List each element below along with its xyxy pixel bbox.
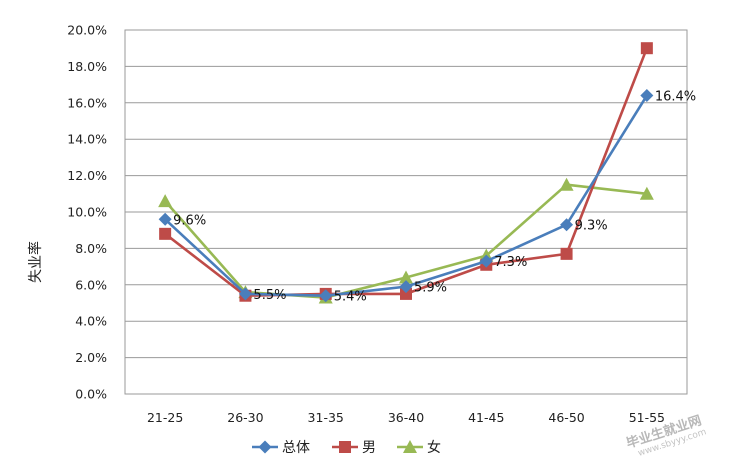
data-point bbox=[399, 270, 413, 284]
data-point bbox=[158, 194, 173, 208]
y-axis-ticks: 0.0% 2.0% 4.0% 6.0% 8.0% 10.0% 12.0% 14.0% 16.0%… bbox=[67, 23, 107, 402]
data-label: 9.3% bbox=[575, 219, 608, 234]
x-tick-label: 46-50 bbox=[548, 410, 584, 425]
legend-marker bbox=[258, 440, 272, 454]
legend: 总体 男 女 bbox=[252, 439, 441, 456]
x-axis-ticks: 21-25 26-30 31-35 36-40 41-45 46-50 51-55 bbox=[147, 410, 665, 425]
data-label: 7.3% bbox=[494, 255, 527, 270]
y-axis-label: 失业率 bbox=[27, 241, 44, 283]
series-diamond bbox=[158, 89, 654, 303]
data-point bbox=[640, 42, 653, 55]
data-labels: 9.6% 5.5% 5.4% 5.9% 7.3% 9.3% 16.4% bbox=[173, 90, 696, 305]
data-label: 16.4% bbox=[655, 90, 696, 105]
data-point bbox=[560, 247, 573, 260]
x-tick-label: 26-30 bbox=[227, 410, 263, 425]
x-tick-label: 41-45 bbox=[468, 410, 504, 425]
legend-item: 男 bbox=[332, 440, 376, 456]
y-tick-label: 14.0% bbox=[67, 132, 107, 147]
gridlines bbox=[125, 65, 687, 359]
data-point bbox=[639, 186, 654, 200]
x-tick-label: 21-25 bbox=[147, 410, 183, 425]
x-tick-label: 31-35 bbox=[308, 410, 344, 425]
series-group bbox=[158, 42, 654, 304]
data-point bbox=[559, 177, 574, 191]
legend-label: 总体 bbox=[282, 440, 310, 456]
legend-marker bbox=[339, 441, 351, 453]
data-point bbox=[319, 289, 333, 303]
data-point bbox=[399, 280, 413, 294]
data-point bbox=[400, 287, 412, 300]
y-tick-label: 12.0% bbox=[67, 168, 107, 183]
legend-item: 总体 bbox=[252, 440, 310, 456]
data-point bbox=[159, 227, 172, 240]
data-point bbox=[158, 212, 172, 226]
y-tick-label: 10.0% bbox=[67, 205, 107, 220]
y-tick-label: 16.0% bbox=[67, 95, 107, 110]
y-tick-label: 18.0% bbox=[67, 59, 107, 74]
x-tick-label: 51-55 bbox=[629, 410, 665, 425]
y-tick-label: 20.0% bbox=[67, 23, 107, 38]
data-point bbox=[238, 287, 252, 301]
data-label: 5.5% bbox=[253, 288, 286, 303]
y-tick-label: 8.0% bbox=[75, 241, 107, 256]
legend-item: 女 bbox=[397, 439, 441, 456]
y-tick-label: 0.0% bbox=[75, 387, 107, 402]
data-point bbox=[479, 254, 493, 268]
data-label: 5.9% bbox=[414, 281, 447, 296]
y-tick-label: 6.0% bbox=[75, 277, 107, 292]
data-point bbox=[640, 89, 654, 103]
legend-marker bbox=[403, 440, 417, 453]
data-label: 9.6% bbox=[173, 213, 206, 228]
legend-label: 女 bbox=[427, 439, 441, 456]
x-tick-label: 36-40 bbox=[388, 410, 424, 425]
legend-label: 男 bbox=[362, 440, 376, 456]
data-label: 5.4% bbox=[334, 290, 367, 305]
data-point bbox=[560, 218, 574, 232]
y-tick-label: 4.0% bbox=[75, 314, 107, 329]
y-tick-label: 2.0% bbox=[75, 350, 107, 365]
